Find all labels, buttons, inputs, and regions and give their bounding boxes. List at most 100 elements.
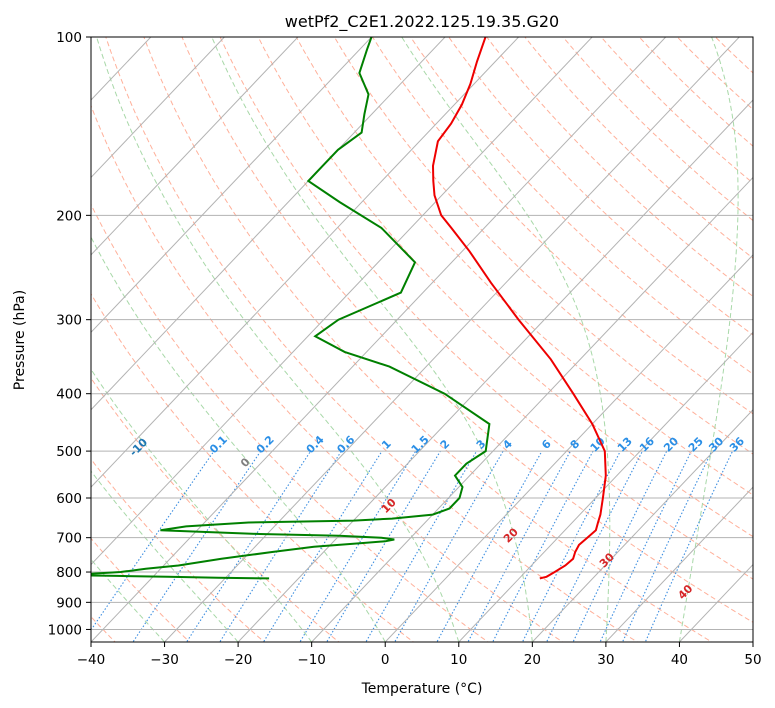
- dry-adiabat: [91, 377, 340, 642]
- y-tick-label: 800: [56, 565, 82, 581]
- dry-adiabat: [752, 37, 753, 38]
- x-tick-label: 20: [524, 652, 541, 668]
- moist-adiabat-label: 30: [597, 550, 617, 570]
- profiles: [91, 37, 607, 580]
- mixing-ratio-line: [185, 450, 312, 642]
- dry-adiabat: [333, 37, 753, 455]
- y-tick-label: 1000: [48, 622, 82, 638]
- mixing-ratio-line: [599, 450, 692, 642]
- dry-adiabat: [371, 37, 753, 415]
- mixing-ratio-label: 0.4: [304, 433, 327, 456]
- mixing-ratio-line: [545, 450, 643, 642]
- isotherm: [91, 37, 226, 179]
- isotherm: [91, 37, 667, 642]
- dewpoint-line: [91, 37, 491, 580]
- y-tick-label: 300: [56, 313, 82, 329]
- mixing-ratio-label: 2: [438, 437, 453, 452]
- moist-adiabat-label: 20: [501, 525, 521, 545]
- chart-title: wetPf2_C2E1.2022.125.19.35.G20: [285, 12, 559, 32]
- mixing-ratio-lines: [91, 450, 734, 642]
- x-tick-label: −40: [77, 652, 106, 668]
- line-labels: -100-90-80-70-60-50-40-30-20-100.10.20.4…: [127, 433, 747, 602]
- mixing-ratio-line: [644, 450, 734, 642]
- y-axis-ticks: 100 200 300 400 500 600 700 800 900 1000: [48, 30, 91, 638]
- isotherm: [310, 176, 753, 642]
- dry-adiabat: [91, 203, 489, 642]
- dry-adiabats: [91, 37, 753, 642]
- dry-adiabat: [91, 458, 266, 642]
- dry-adiabat: [486, 37, 753, 298]
- x-tick-label: 10: [450, 652, 467, 668]
- y-tick-label: 600: [56, 491, 82, 507]
- plot-frame: [90, 36, 754, 643]
- dry-adiabat: [676, 37, 753, 111]
- mixing-ratio-line: [572, 450, 668, 642]
- plot-area: -100-90-80-70-60-50-40-30-20-100.10.20.4…: [91, 37, 753, 642]
- dry-adiabat: [143, 37, 713, 642]
- dry-adiabat: [600, 37, 753, 184]
- mixing-ratio-line: [299, 450, 417, 642]
- mixing-ratio-line: [467, 450, 571, 642]
- x-tick-label: −20: [224, 652, 253, 668]
- moist-adiabat: [401, 37, 611, 642]
- moist-adiabat: [211, 37, 533, 642]
- y-axis-label: Pressure (hPa): [12, 290, 28, 390]
- moist-adiabat-label: 10: [379, 496, 399, 516]
- mixing-ratio-label: 4: [500, 437, 515, 452]
- dry-adiabat: [91, 292, 415, 642]
- mixing-ratio-line: [132, 450, 262, 642]
- mixing-ratio-line: [365, 450, 478, 642]
- y-tick-label: 400: [56, 387, 82, 403]
- x-axis-ticks: −40 −30 −20 −10 0 10 20 30 40 50: [77, 642, 762, 668]
- x-tick-label: 30: [597, 652, 614, 668]
- y-tick-label: 200: [56, 208, 82, 224]
- mixing-ratio-line: [219, 450, 342, 642]
- x-tick-label: −30: [150, 652, 179, 668]
- dry-adiabat: [257, 37, 753, 538]
- dry-adiabat: [295, 37, 753, 496]
- mixing-ratio-line: [621, 450, 713, 642]
- x-tick-label: −10: [297, 652, 326, 668]
- mixing-ratio-label: 6: [539, 437, 554, 452]
- y-tick-label: 100: [56, 30, 82, 46]
- isotherm: [605, 486, 753, 642]
- dry-adiabat-label: -10: [127, 436, 150, 459]
- dry-adiabat: [219, 37, 753, 580]
- dry-adiabat: [410, 37, 753, 375]
- isotherm: [531, 408, 753, 642]
- isobars: [91, 37, 753, 630]
- moist-adiabats: [91, 37, 753, 642]
- y-tick-label: 700: [56, 531, 82, 547]
- isotherm: [91, 37, 373, 334]
- x-tick-label: 50: [744, 652, 761, 668]
- moist-adiabat: [96, 37, 460, 642]
- mixing-ratio-label: 1: [379, 437, 394, 452]
- mixing-ratio-label: 1.5: [409, 433, 432, 456]
- mixing-ratio-label: 8: [568, 437, 583, 452]
- isotherm: [91, 37, 446, 411]
- moist-adiabat: [91, 236, 386, 642]
- y-tick-label: 500: [56, 444, 82, 460]
- mixing-ratio-label: 0.6: [334, 433, 357, 456]
- moist-adiabat: [91, 470, 239, 642]
- mixing-ratio-line: [521, 450, 621, 642]
- isotherm: [458, 331, 753, 642]
- y-tick-label: 900: [56, 595, 82, 611]
- isotherm: [163, 37, 740, 642]
- moist-adiabat: [678, 37, 739, 642]
- dry-adiabat: [91, 104, 564, 642]
- temperature-line: [431, 37, 607, 580]
- isotherm: [752, 641, 753, 642]
- x-axis-label: Temperature (°C): [361, 681, 483, 697]
- dry-adiabat: [714, 37, 753, 74]
- isotherm: [91, 37, 520, 488]
- isotherm: [91, 37, 299, 256]
- mixing-ratio-line: [326, 450, 441, 642]
- moist-adiabat: [91, 558, 165, 642]
- moist-adiabat-label: 0: [238, 455, 253, 470]
- mixing-ratio-label: 0.2: [254, 433, 277, 456]
- mixing-ratio-label: 13: [615, 435, 635, 455]
- mixing-ratio-line: [91, 450, 215, 631]
- mixing-ratio-line: [262, 450, 383, 642]
